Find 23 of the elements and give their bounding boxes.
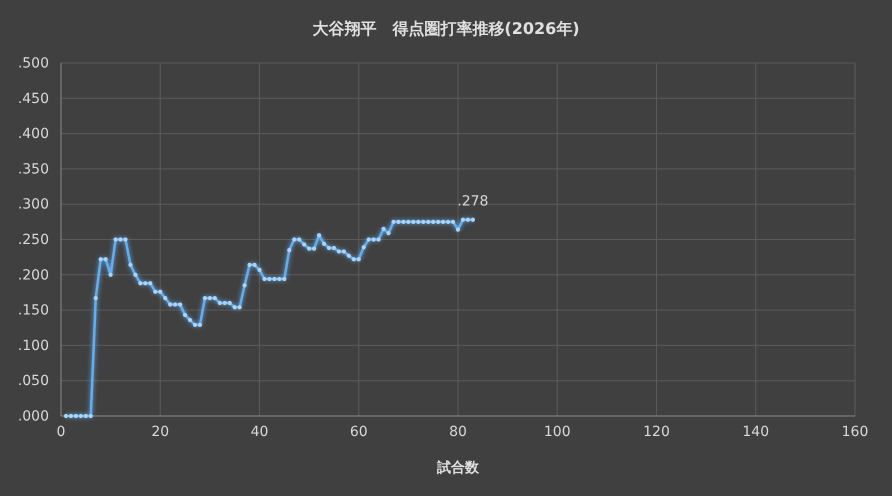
y-tick-label: .500 — [18, 55, 49, 72]
x-tick-label: 20 — [151, 424, 170, 440]
y-tick-label: .350 — [18, 161, 49, 178]
x-tick-label: 120 — [643, 424, 670, 440]
x-tick-label: 140 — [742, 424, 770, 440]
x-tick-label: 100 — [544, 424, 571, 440]
x-tick-label: 60 — [350, 424, 368, 440]
x-tick-label: 40 — [250, 424, 268, 440]
y-tick-label: .150 — [18, 302, 49, 319]
x-tick-label: 160 — [842, 424, 868, 440]
x-tick-label: 0 — [56, 424, 66, 440]
y-tick-label: .100 — [18, 338, 49, 354]
y-tick-label: .200 — [18, 267, 49, 284]
y-tick-label: .250 — [18, 232, 49, 248]
chart-title: 大谷翔平 得点圏打率推移(2026年) — [312, 19, 580, 38]
y-tick-label: .300 — [18, 196, 49, 213]
x-tick-label: 80 — [449, 424, 467, 440]
y-tick-label: .400 — [18, 126, 49, 142]
annotation: .278 — [457, 194, 488, 210]
y-tick-label: .050 — [18, 373, 49, 390]
x-axis-title: 試合数 — [436, 459, 480, 476]
y-tick-label: .000 — [18, 408, 49, 424]
y-tick-label: .450 — [18, 90, 49, 107]
